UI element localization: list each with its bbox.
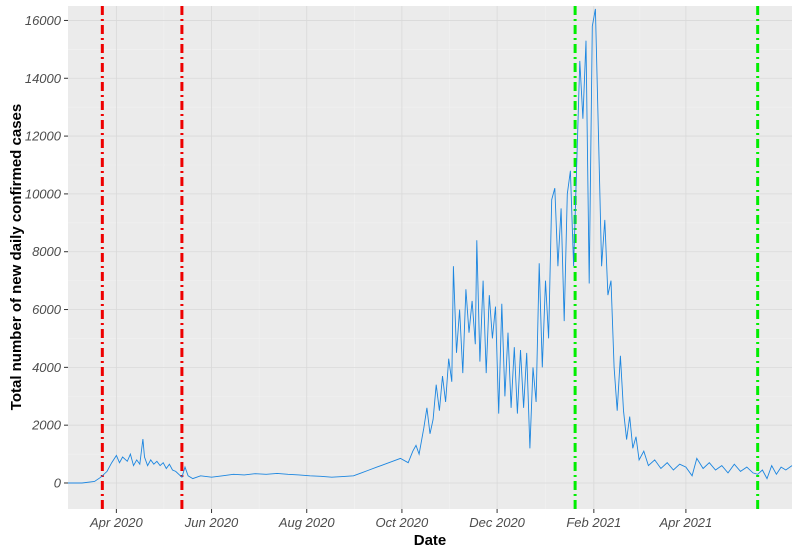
grid-lines xyxy=(68,6,792,509)
y-tick-label: 14000 xyxy=(25,71,62,86)
event-lines xyxy=(100,6,760,509)
y-tick-label: 16000 xyxy=(25,13,62,28)
x-axis-title: Date xyxy=(414,532,447,549)
x-tick-label: Oct 2020 xyxy=(376,515,430,530)
y-tick-label: 2000 xyxy=(31,418,62,433)
x-axis: Apr 2020 Jun 2020 Aug 2020 Oct 2020 Dec 2020… xyxy=(89,509,712,530)
x-tick-label: Jun 2020 xyxy=(184,515,239,530)
y-tick-label: 12000 xyxy=(25,129,62,144)
y-tick-label: 6000 xyxy=(32,302,62,317)
x-tick-label: Apr 2020 xyxy=(89,515,144,530)
x-tick-label: Aug 2020 xyxy=(278,515,335,530)
daily-cases-line xyxy=(68,8,793,484)
x-tick-label: Apr 2021 xyxy=(659,515,713,530)
y-tick-label: 4000 xyxy=(32,360,62,375)
y-axis: 0 2000 4000 6000 8000 10000 12000 14000 16000 xyxy=(25,13,68,490)
y-tick-label: 0 xyxy=(54,475,62,490)
x-tick-label: Dec 2020 xyxy=(469,515,525,530)
y-tick-label: 8000 xyxy=(32,244,62,259)
y-tick-label: 10000 xyxy=(25,186,62,201)
x-tick-label: Feb 2021 xyxy=(566,515,621,530)
y-axis-title: Total number of new daily confirmed case… xyxy=(8,104,25,410)
